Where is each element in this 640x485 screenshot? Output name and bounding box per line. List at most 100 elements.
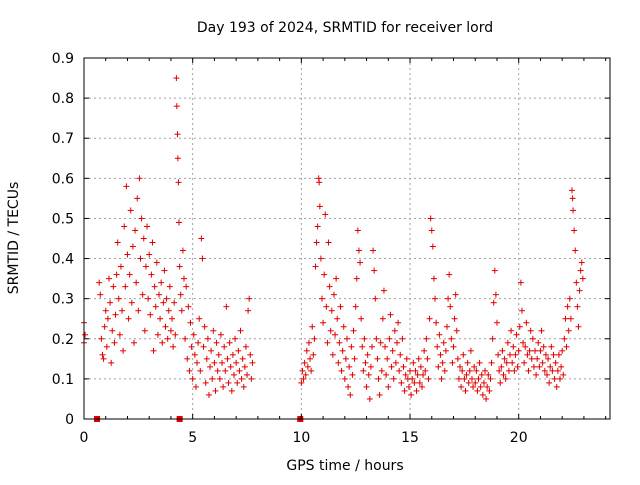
data-point	[138, 215, 145, 222]
data-point	[332, 331, 339, 338]
data-point	[564, 303, 571, 310]
data-point	[139, 291, 146, 298]
data-point	[105, 275, 112, 282]
data-point	[357, 259, 364, 266]
data-point	[217, 331, 224, 338]
data-point	[313, 239, 320, 246]
data-point	[482, 367, 489, 374]
data-point	[322, 211, 329, 218]
data-point	[428, 227, 435, 234]
data-point	[98, 335, 105, 342]
data-point	[178, 307, 185, 314]
data-point	[160, 299, 167, 306]
data-point	[303, 347, 310, 354]
data-point	[571, 227, 578, 234]
data-point	[179, 247, 186, 254]
plot-frame	[83, 57, 611, 420]
data-point	[154, 331, 161, 338]
data-point	[389, 347, 396, 354]
data-point	[526, 347, 533, 354]
data-point	[162, 323, 169, 330]
data-point	[180, 275, 187, 282]
data-point	[423, 335, 430, 342]
data-point	[342, 355, 349, 362]
data-point	[420, 371, 427, 378]
data-point	[396, 367, 403, 374]
y-tick-label: 0.3	[52, 292, 74, 308]
data-point	[249, 359, 256, 366]
y-tick-label: 0	[65, 412, 74, 428]
data-point	[122, 283, 129, 290]
data-point	[416, 379, 423, 386]
data-point	[468, 375, 475, 382]
data-point	[319, 295, 326, 302]
data-point	[149, 239, 156, 246]
data-point	[347, 391, 354, 398]
data-point	[477, 383, 484, 390]
data-point	[337, 303, 344, 310]
y-tick-label: 0.1	[52, 372, 74, 388]
y-axis-label: SRMTID / TECUs	[6, 182, 22, 295]
data-point	[127, 207, 134, 214]
data-point	[490, 299, 497, 306]
data-point	[141, 327, 148, 334]
data-point	[498, 363, 505, 370]
data-point	[520, 339, 527, 346]
data-point	[460, 351, 467, 358]
data-point	[240, 383, 247, 390]
data-point	[186, 367, 193, 374]
data-point	[228, 387, 235, 394]
data-point	[473, 367, 480, 374]
data-point	[509, 359, 516, 366]
data-point	[112, 311, 119, 318]
data-point	[507, 351, 514, 358]
data-point	[247, 351, 254, 358]
data-point	[471, 363, 478, 370]
data-points	[81, 75, 586, 402]
data-point	[336, 339, 343, 346]
data-point	[364, 351, 371, 358]
x-axis-label: GPS time / hours	[286, 458, 403, 474]
data-point	[301, 359, 308, 366]
data-point	[523, 319, 530, 326]
data-point	[367, 363, 374, 370]
axis-ticks: 0 0.1 0.2 0.3 0.4 0.5 0.6 0.7 0.8 0.9 0 5 10 15 20	[52, 51, 610, 446]
data-point	[535, 339, 542, 346]
data-point	[316, 203, 323, 210]
data-point	[353, 275, 360, 282]
data-point	[229, 351, 236, 358]
data-point	[548, 343, 555, 350]
data-point	[368, 343, 375, 350]
data-point	[170, 343, 177, 350]
data-point	[371, 267, 378, 274]
data-point	[499, 347, 506, 354]
data-point	[230, 371, 237, 378]
data-point	[176, 263, 183, 270]
data-point	[442, 347, 449, 354]
data-point	[219, 359, 226, 366]
data-point	[173, 103, 180, 110]
x-tick-label: 5	[188, 430, 197, 446]
data-point	[541, 367, 548, 374]
data-point	[540, 343, 547, 350]
data-point	[466, 367, 473, 374]
data-point	[317, 255, 324, 262]
data-point	[536, 363, 543, 370]
data-point	[120, 347, 127, 354]
data-point	[491, 267, 498, 274]
data-point	[326, 283, 333, 290]
data-point	[111, 339, 118, 346]
data-point	[572, 247, 579, 254]
data-point	[380, 287, 387, 294]
data-point	[189, 375, 196, 382]
data-point	[310, 351, 317, 358]
data-point	[545, 355, 552, 362]
data-point	[563, 343, 570, 350]
data-point	[558, 363, 565, 370]
data-point	[161, 267, 168, 274]
data-point	[100, 355, 107, 362]
data-point	[510, 343, 517, 350]
data-point	[204, 335, 211, 342]
